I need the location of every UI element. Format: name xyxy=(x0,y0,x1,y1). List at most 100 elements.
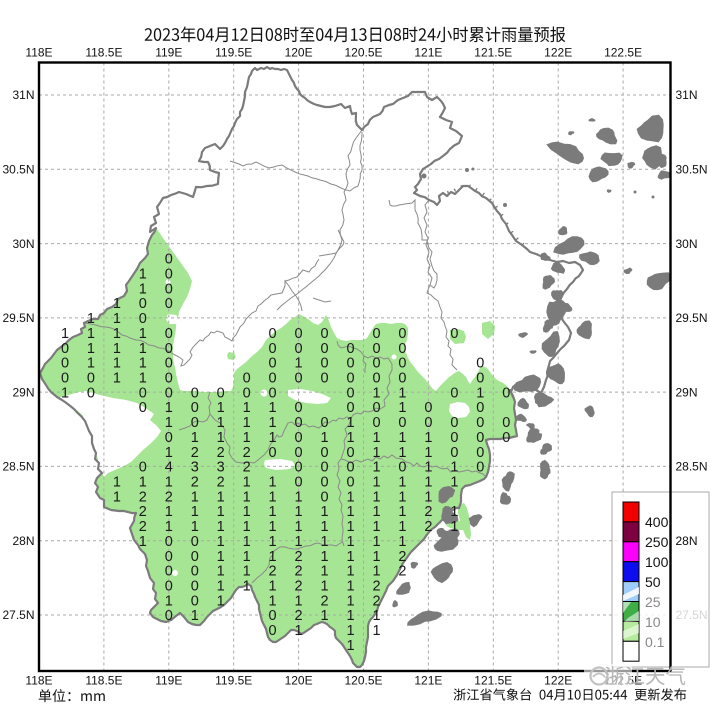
svg-text:1: 1 xyxy=(450,460,458,476)
svg-text:1: 1 xyxy=(269,593,277,609)
svg-text:0: 0 xyxy=(372,341,380,357)
svg-text:0: 0 xyxy=(165,564,173,580)
svg-text:1: 1 xyxy=(243,489,251,505)
svg-text:120.5E: 120.5E xyxy=(344,674,382,688)
svg-text:0: 0 xyxy=(269,445,277,461)
svg-text:0: 0 xyxy=(295,341,303,357)
svg-text:0: 0 xyxy=(165,385,173,401)
svg-text:1: 1 xyxy=(346,504,354,520)
svg-text:1: 1 xyxy=(243,430,251,446)
svg-text:0: 0 xyxy=(450,445,458,461)
svg-text:1: 1 xyxy=(398,504,406,520)
svg-text:121.5E: 121.5E xyxy=(474,46,512,60)
svg-text:1: 1 xyxy=(398,489,406,505)
svg-text:0: 0 xyxy=(424,400,432,416)
svg-text:1: 1 xyxy=(269,579,277,595)
svg-text:119.5E: 119.5E xyxy=(215,674,252,688)
svg-text:1: 1 xyxy=(217,579,225,595)
svg-text:118E: 118E xyxy=(25,46,52,60)
svg-text:0: 0 xyxy=(476,356,484,372)
svg-text:1: 1 xyxy=(243,519,251,535)
svg-text:0: 0 xyxy=(502,430,510,446)
svg-text:1: 1 xyxy=(113,356,121,372)
svg-text:28N: 28N xyxy=(12,534,34,548)
svg-text:0: 0 xyxy=(372,371,380,387)
svg-text:0: 0 xyxy=(165,252,173,268)
svg-text:31N: 31N xyxy=(12,88,34,102)
svg-text:1: 1 xyxy=(346,608,354,624)
svg-text:2: 2 xyxy=(295,608,303,624)
svg-text:1: 1 xyxy=(217,534,225,550)
svg-text:29N: 29N xyxy=(12,385,34,399)
svg-text:0: 0 xyxy=(321,326,329,342)
svg-text:0: 0 xyxy=(321,460,329,476)
svg-text:1: 1 xyxy=(398,385,406,401)
svg-text:31N: 31N xyxy=(676,88,698,102)
svg-text:1: 1 xyxy=(424,489,432,505)
svg-text:2: 2 xyxy=(372,593,380,609)
svg-text:1: 1 xyxy=(165,445,173,461)
svg-text:0: 0 xyxy=(217,385,225,401)
svg-text:0: 0 xyxy=(269,326,277,342)
svg-text:1: 1 xyxy=(424,460,432,476)
svg-text:0: 0 xyxy=(321,489,329,505)
svg-text:1: 1 xyxy=(450,475,458,491)
svg-text:2: 2 xyxy=(243,460,251,476)
svg-text:2: 2 xyxy=(217,475,225,491)
svg-text:1: 1 xyxy=(139,534,147,550)
svg-text:1: 1 xyxy=(217,430,225,446)
svg-text:0: 0 xyxy=(398,371,406,387)
svg-text:0: 0 xyxy=(398,460,406,476)
svg-text:1: 1 xyxy=(269,400,277,416)
svg-text:1: 1 xyxy=(346,489,354,505)
svg-text:1: 1 xyxy=(243,534,251,550)
svg-text:2: 2 xyxy=(191,475,199,491)
svg-text:1: 1 xyxy=(61,326,69,342)
svg-text:0: 0 xyxy=(165,341,173,357)
svg-text:28.5N: 28.5N xyxy=(676,460,708,474)
svg-text:1: 1 xyxy=(346,579,354,595)
svg-text:1: 1 xyxy=(217,504,225,520)
svg-text:400: 400 xyxy=(645,514,669,530)
svg-text:1: 1 xyxy=(113,489,121,505)
svg-text:0: 0 xyxy=(165,608,173,624)
svg-text:1: 1 xyxy=(372,460,380,476)
svg-text:1: 1 xyxy=(139,326,147,342)
svg-text:3: 3 xyxy=(191,460,199,476)
svg-text:0.1: 0.1 xyxy=(645,634,665,650)
svg-text:1: 1 xyxy=(346,564,354,580)
svg-text:0: 0 xyxy=(191,415,199,431)
svg-text:0: 0 xyxy=(165,296,173,312)
svg-text:119E: 119E xyxy=(155,46,182,60)
svg-text:2: 2 xyxy=(243,445,251,461)
svg-text:120E: 120E xyxy=(285,674,313,688)
svg-text:1: 1 xyxy=(113,341,121,357)
svg-text:2: 2 xyxy=(321,593,329,609)
svg-text:1: 1 xyxy=(269,549,277,565)
svg-text:0: 0 xyxy=(398,341,406,357)
svg-text:0: 0 xyxy=(321,415,329,431)
svg-text:0: 0 xyxy=(87,371,95,387)
svg-text:1: 1 xyxy=(217,415,225,431)
svg-text:1: 1 xyxy=(217,564,225,580)
svg-text:0: 0 xyxy=(346,341,354,357)
svg-text:30N: 30N xyxy=(676,237,698,251)
svg-text:0: 0 xyxy=(502,385,510,401)
svg-text:2: 2 xyxy=(424,504,432,520)
svg-text:0: 0 xyxy=(165,371,173,387)
svg-text:1: 1 xyxy=(243,475,251,491)
svg-text:1: 1 xyxy=(295,519,303,535)
svg-text:1: 1 xyxy=(295,504,303,520)
svg-text:0: 0 xyxy=(321,371,329,387)
svg-text:1: 1 xyxy=(269,489,277,505)
svg-text:0: 0 xyxy=(191,564,199,580)
svg-text:0: 0 xyxy=(269,385,277,401)
svg-text:0: 0 xyxy=(476,445,484,461)
svg-text:0: 0 xyxy=(295,445,303,461)
svg-text:1: 1 xyxy=(346,623,354,639)
svg-text:0: 0 xyxy=(295,326,303,342)
svg-text:1: 1 xyxy=(243,579,251,595)
svg-text:1: 1 xyxy=(87,356,95,372)
svg-text:0: 0 xyxy=(139,311,147,327)
svg-text:28.5N: 28.5N xyxy=(2,460,34,474)
